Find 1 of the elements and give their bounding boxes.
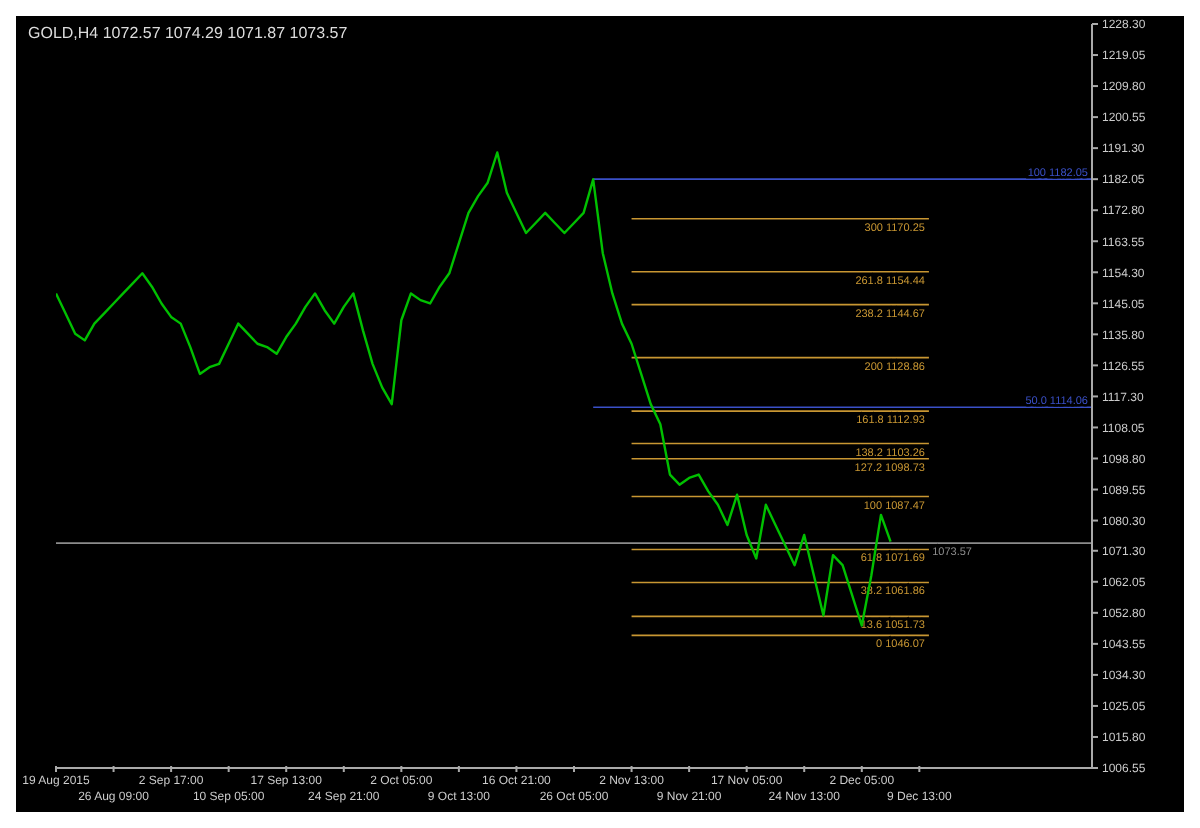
chart-title: GOLD,H4 1072.57 1074.29 1071.87 1073.57 (28, 24, 348, 42)
